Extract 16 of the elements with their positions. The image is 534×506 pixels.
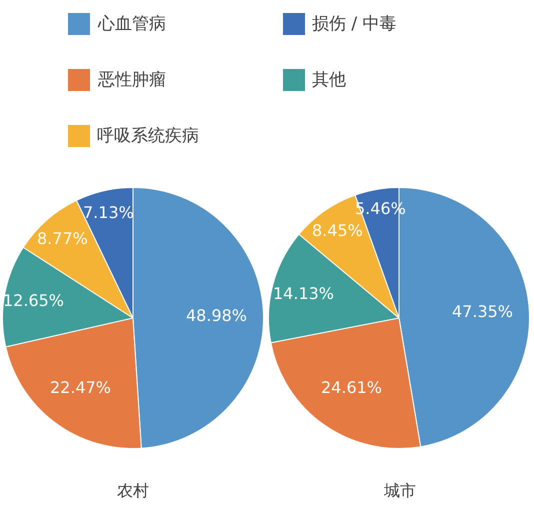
slice-label: 农村 [117, 481, 149, 500]
legend-label: 呼吸系统疾病 [97, 126, 199, 146]
data-label: 24.61% [321, 378, 382, 397]
legend-label: 心血管病 [97, 14, 166, 34]
data-label: 7.13% [83, 203, 134, 222]
slice-label: 城市 [383, 481, 416, 500]
legend-label: 其他 [312, 70, 346, 90]
data-label: 22.47% [50, 378, 112, 397]
data-label: 14.13% [273, 284, 334, 303]
legend-label: 恶性肿瘤 [97, 70, 166, 90]
data-label: 8.45% [312, 221, 363, 240]
data-label: 12.65% [3, 291, 64, 310]
data-label: 47.35% [452, 302, 514, 321]
data-label: 8.77% [37, 229, 88, 248]
legend-label: 损伤 / 中毒 [312, 14, 397, 34]
data-label: 48.98% [186, 306, 248, 325]
